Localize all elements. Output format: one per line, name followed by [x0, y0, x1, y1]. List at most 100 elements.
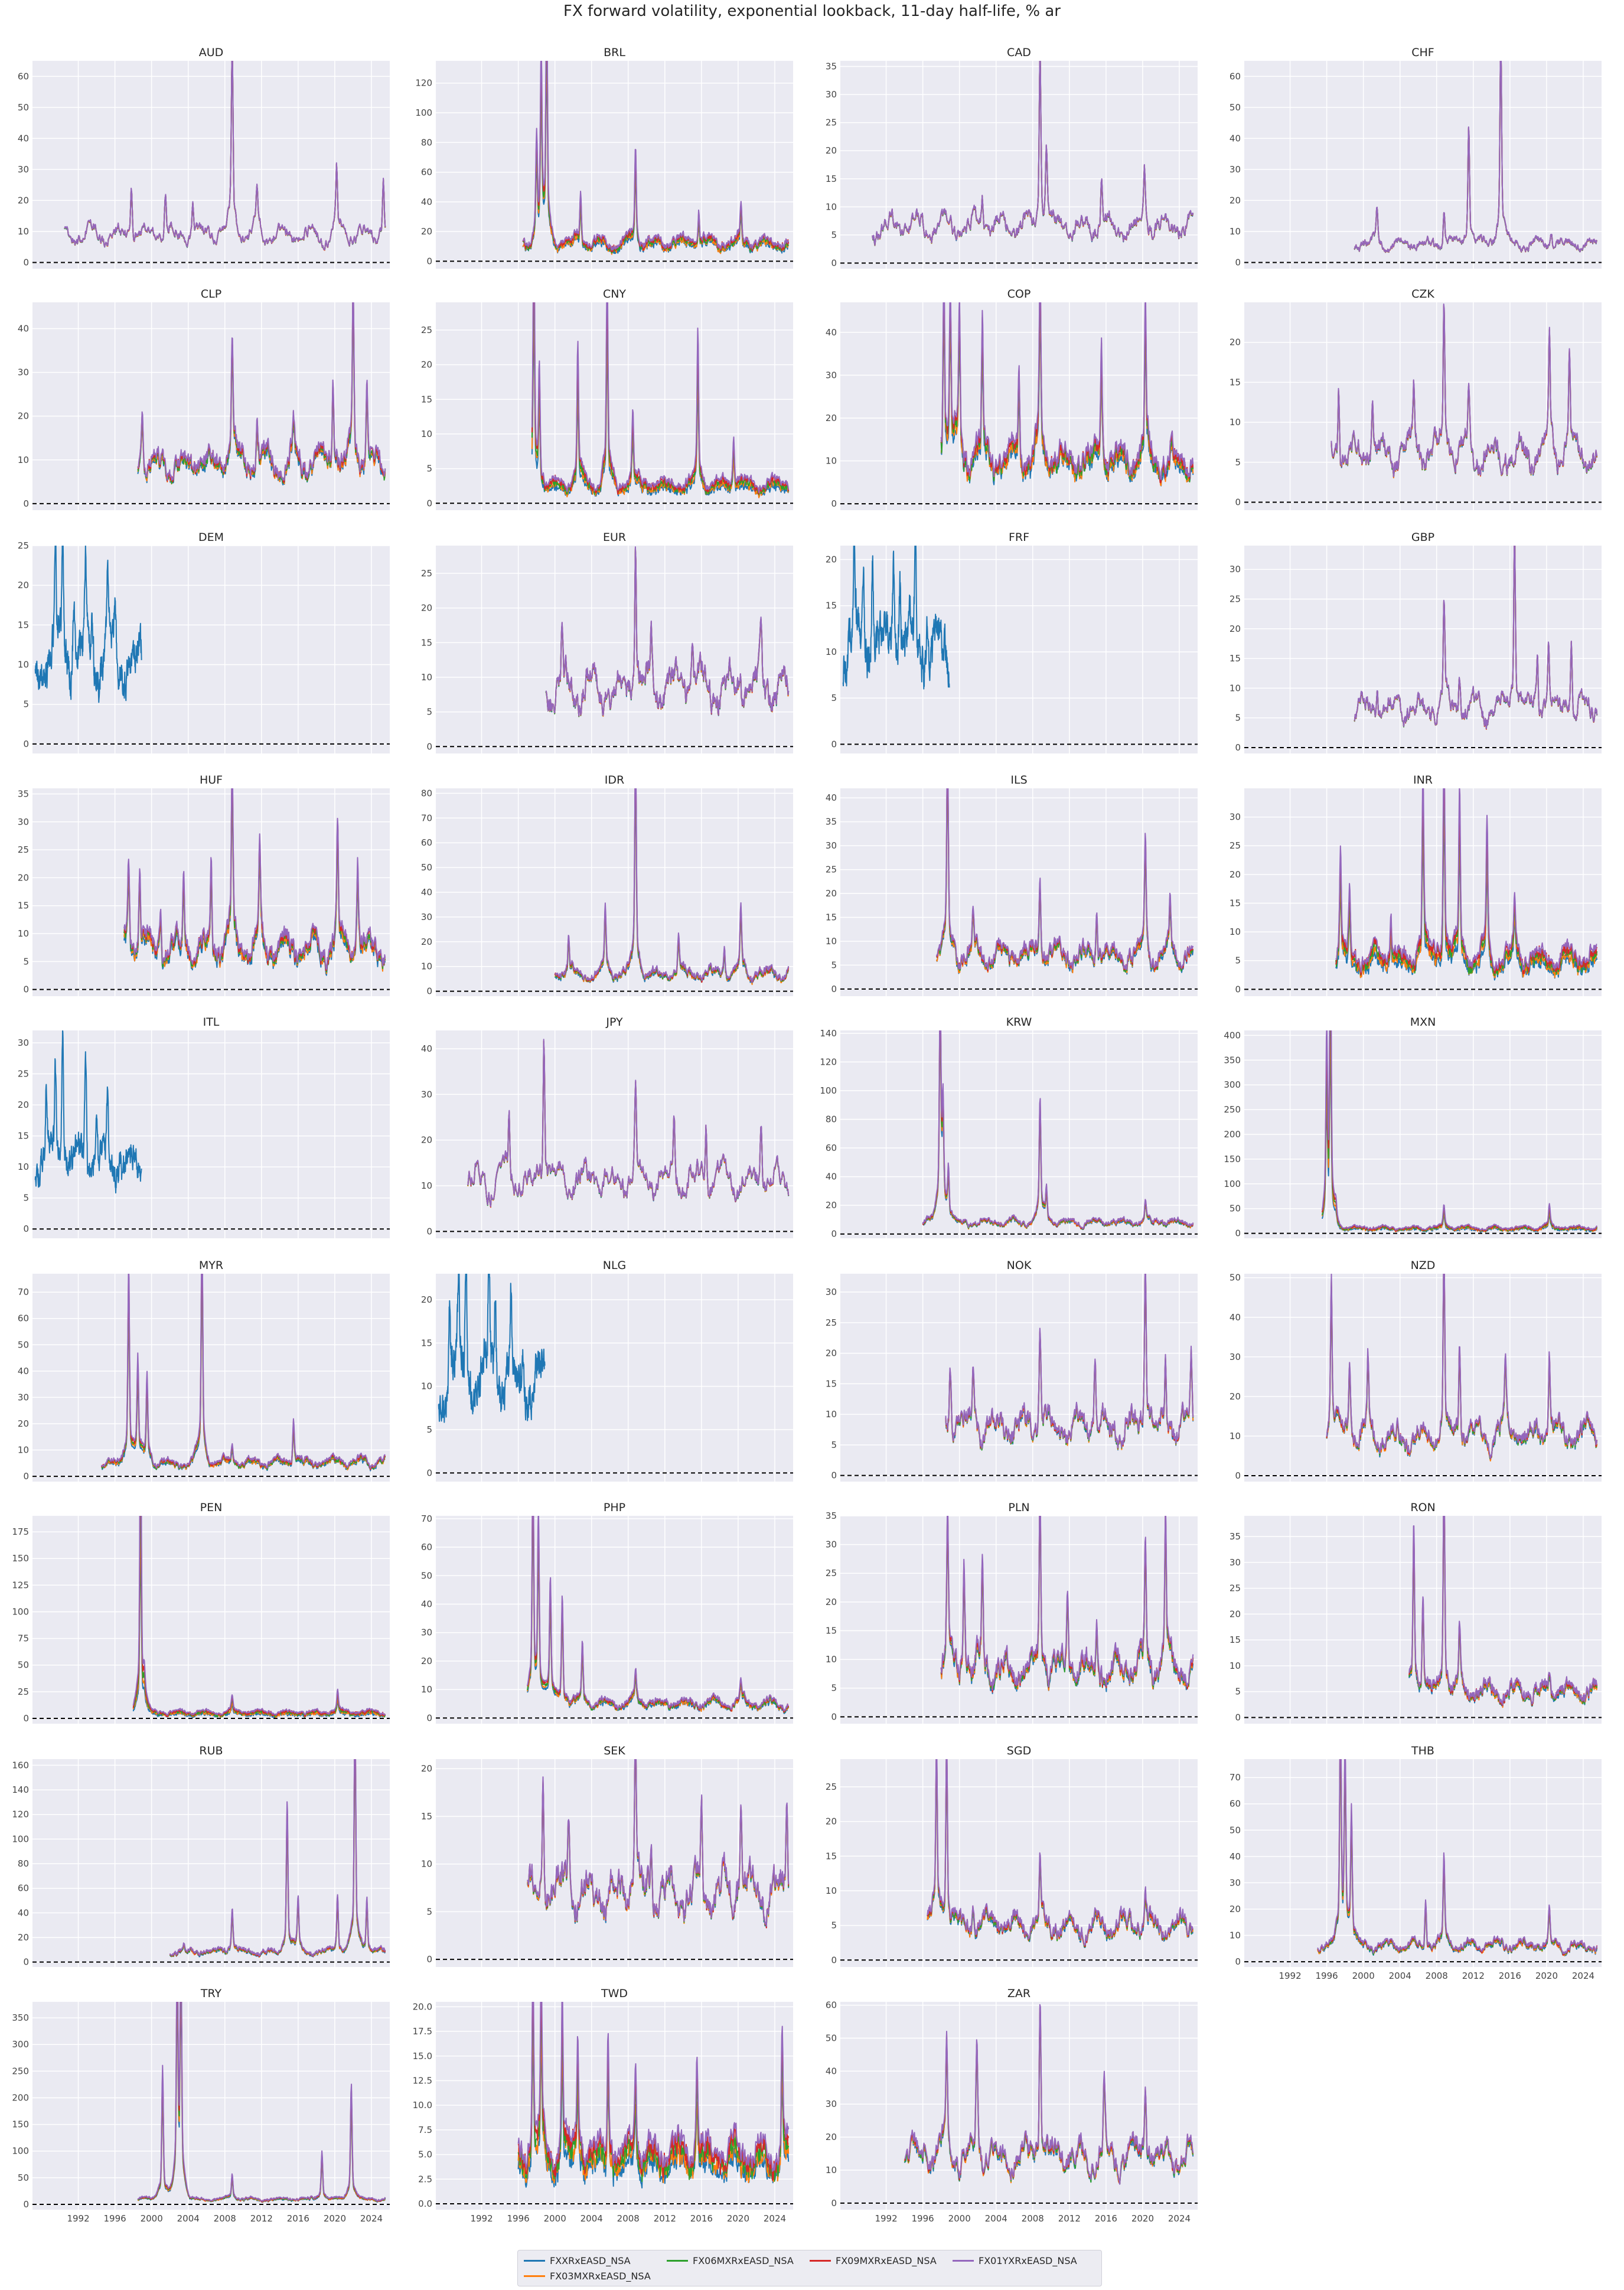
y-tick-label: 10	[1230, 1661, 1241, 1671]
figure-title: FX forward volatility, exponential lookb…	[563, 2, 1061, 20]
y-tick-label: 20	[18, 1100, 29, 1110]
y-tick-label: 20	[826, 2132, 837, 2142]
panel-svg-thb: 0 10 20 30 40 50 60 70 THB 1992 1996 2000 2004 2008 20…	[1230, 1744, 1602, 1981]
legend-label: FX09MXRxEASD_NSA	[836, 2255, 937, 2266]
y-tick-label: 5.0	[418, 2149, 432, 2160]
legend-item: FX01YXRxEASD_NSA	[953, 2253, 1095, 2268]
y-tick-label: 15	[18, 901, 29, 911]
panel-title: PEN	[200, 1501, 223, 1514]
y-tick-label: 20	[826, 1816, 837, 1827]
y-tick-label: 20	[421, 226, 432, 237]
y-tick-label: 35	[18, 788, 29, 799]
y-tick-label: 0	[23, 2199, 29, 2210]
panel-twd: 0.0 2.5 5.0 7.5 10.0 12.5 15.0 17.5 20.0 TWD 1992 1…	[403, 1984, 796, 2227]
y-tick-label: 40	[826, 792, 837, 803]
panel-idr: 0 10 20 30 40 50 60 70 80 IDR	[403, 771, 796, 1014]
y-tick-label: 20	[421, 603, 432, 614]
y-tick-label: 60	[421, 837, 432, 848]
x-tick-label: 1996	[912, 2213, 934, 2224]
y-tick-label: 0	[23, 1713, 29, 1724]
y-tick-label: 25	[18, 540, 29, 551]
y-tick-label: 100	[1224, 1179, 1241, 1189]
y-tick-label: 70	[421, 813, 432, 823]
y-tick-label: 0	[426, 498, 432, 508]
plot-area	[436, 1516, 793, 1724]
panel-inr: 0 5 10 15 20 25 30 INR	[1212, 771, 1605, 1014]
series-line-fx01yxrxeasd_nsa	[517, 2002, 790, 2172]
y-tick-label: 10	[826, 647, 837, 657]
plot-area	[436, 1759, 793, 1967]
x-tick-label: 1996	[507, 2213, 530, 2224]
panel-jpy: 0 10 20 30 40 JPY	[403, 1013, 796, 1256]
panel-title: CLP	[201, 288, 221, 301]
legend: FXXRxEASD_NSA FX06MXRxEASD_NSA FX09MXRxE…	[517, 2250, 1102, 2286]
plot-area	[32, 1030, 390, 1238]
y-tick-label: 40	[18, 1366, 29, 1376]
panel-svg-clp: 0 10 20 30 40 CLP	[18, 288, 390, 510]
panel-title: RON	[1410, 1501, 1435, 1514]
y-tick-label: 0	[426, 986, 432, 997]
y-tick-label: 5	[831, 1920, 837, 1931]
y-tick-label: 15	[826, 912, 837, 922]
y-tick-label: 30	[826, 1287, 837, 1297]
y-tick-label: 40	[1230, 1851, 1241, 1862]
series-group	[522, 61, 790, 255]
series-line-fx01yxrxeasd_nsa	[1326, 1274, 1598, 1459]
legend-label: FXXRxEASD_NSA	[550, 2255, 631, 2266]
y-tick-label: 25	[826, 1317, 837, 1328]
x-tick-label: 2024	[1572, 1971, 1594, 1981]
y-tick-label: 80	[421, 137, 432, 148]
y-tick-label: 0	[23, 257, 29, 268]
y-tick-label: 25	[826, 865, 837, 875]
y-tick-label: 20	[18, 411, 29, 422]
y-tick-label: 60	[421, 1542, 432, 1552]
series-line-fx01yxrxeasd_nsa	[169, 1759, 386, 1956]
series-line-fxxrxeasd_nsa	[34, 1030, 142, 1194]
y-tick-label: 10	[18, 660, 29, 670]
series-group	[935, 788, 1194, 975]
y-tick-label: 5	[426, 1424, 432, 1435]
series-group	[467, 1039, 790, 1208]
series-line-fx01yxrxeasd_nsa	[64, 61, 386, 250]
x-tick-label: 2020	[727, 2213, 749, 2224]
y-tick-label: 15	[1230, 1635, 1241, 1645]
y-tick-label: 5	[831, 960, 837, 970]
y-tick-label: 40	[826, 2066, 837, 2076]
y-tick-label: 120	[820, 1056, 837, 1067]
y-tick-label: 160	[12, 1760, 29, 1770]
y-tick-label: 100	[12, 2146, 29, 2157]
panel-svg-sgd: 0 5 10 15 20 25 SGD	[826, 1744, 1198, 1967]
legend-item: FX03MXRxEASD_NSA	[524, 2268, 667, 2284]
x-tick-label: 2020	[324, 2213, 346, 2224]
x-tick-label: 1992	[875, 2213, 897, 2224]
y-tick-label: 20	[1230, 1609, 1241, 1619]
panel-title: PLN	[1008, 1501, 1029, 1514]
y-tick-label: 0	[23, 1224, 29, 1234]
x-tick-label: 1992	[470, 2213, 493, 2224]
y-tick-label: 0	[1235, 1228, 1241, 1239]
panel-svg-brl: 0 20 40 60 80 100 120 BRL	[415, 46, 793, 269]
plot-area	[32, 1759, 390, 1967]
series-line-fx01yxrxeasd_nsa	[1354, 61, 1597, 253]
y-tick-label: 30	[18, 817, 29, 827]
y-tick-label: 30	[826, 89, 837, 100]
series-group	[34, 546, 142, 703]
panel-svg-ron: 0 5 10 15 20 25 30 35 RON	[1230, 1501, 1602, 1724]
panel-php: 0 10 20 30 40 50 60 70 PHP	[403, 1498, 796, 1741]
series-group	[842, 546, 950, 690]
y-tick-label: 20	[421, 360, 432, 370]
y-tick-label: 30	[826, 2099, 837, 2109]
series-group	[169, 1759, 386, 1958]
y-tick-label: 0	[1235, 1956, 1241, 1967]
y-tick-label: 0	[831, 1955, 837, 1965]
panel-rub: 0 20 40 60 80 100 120 140 160 RUB	[0, 1741, 393, 1985]
panel-svg-inr: 0 5 10 15 20 25 30 INR	[1230, 774, 1602, 996]
y-tick-label: 30	[826, 840, 837, 851]
y-tick-label: 100	[12, 1834, 29, 1844]
y-tick-label: 70	[1230, 1772, 1241, 1783]
series-group	[904, 2004, 1194, 2185]
y-tick-label: 20	[421, 1294, 432, 1305]
panel-title: PHP	[604, 1501, 625, 1514]
y-tick-label: 0	[831, 984, 837, 994]
legend-swatch-fx09m	[810, 2259, 831, 2262]
